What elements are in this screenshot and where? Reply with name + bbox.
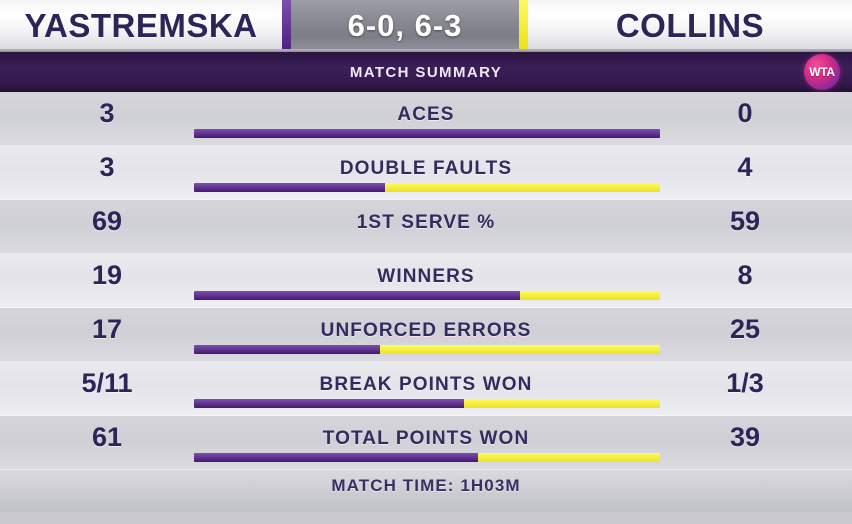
- stat-row: 69 1ST SERVE % 59: [0, 200, 852, 254]
- player-left-color-bar: [282, 0, 291, 52]
- stat-value-left: 19: [91, 260, 123, 290]
- stat-bar-left-segment: [194, 183, 386, 192]
- stat-bar-left-segment: [194, 399, 465, 408]
- stat-row: 3 ACES 0: [0, 92, 852, 146]
- stat-value-left: 69: [91, 206, 123, 236]
- stat-bar-left-segment: [194, 291, 521, 300]
- player-left-name: YASTREMSKA: [24, 7, 258, 44]
- stat-value-left: 3: [99, 152, 115, 182]
- stat-label: ACES: [397, 104, 455, 125]
- stat-bar-right-segment: [478, 453, 660, 462]
- wta-logo-text: WTA: [809, 65, 835, 79]
- stat-bar-left-segment: [194, 453, 479, 462]
- stat-label: BREAK POINTS WON: [319, 374, 533, 395]
- stat-comparison-bar: [194, 291, 660, 300]
- stat-row: 3 DOUBLE FAULTS 4: [0, 146, 852, 200]
- match-summary-bar: MATCH SUMMARY WTA: [0, 52, 852, 92]
- stat-value-right: 1/3: [726, 368, 764, 398]
- player-right-color-bar: [519, 0, 528, 52]
- stat-bar-right-segment: [385, 183, 660, 192]
- stat-row: 61 TOTAL POINTS WON 39: [0, 416, 852, 470]
- stat-value-right: 0: [737, 98, 753, 128]
- stat-comparison-bar: [194, 183, 660, 192]
- score-box: 6-0, 6-3: [282, 0, 528, 52]
- stat-value-right: 59: [729, 206, 761, 236]
- stat-label: WINNERS: [377, 266, 475, 287]
- stat-value-right: 39: [729, 422, 761, 452]
- stat-value-right: 25: [729, 314, 761, 344]
- stat-value-left: 17: [91, 314, 123, 344]
- stat-comparison-bar: [194, 399, 660, 408]
- stat-label: DOUBLE FAULTS: [339, 158, 513, 179]
- match-time-text: MATCH TIME: 1H03M: [331, 476, 521, 495]
- match-summary-title: MATCH SUMMARY: [349, 63, 503, 81]
- stat-label: TOTAL POINTS WON: [322, 428, 530, 449]
- stat-bar-left-segment: [194, 129, 660, 138]
- stat-value-left: 3: [99, 98, 115, 128]
- stat-bar-right-segment: [520, 291, 660, 300]
- match-footer: MATCH TIME: 1H03M: [0, 470, 852, 512]
- stat-comparison-bar: [194, 453, 660, 462]
- score-text: 6-0, 6-3: [347, 8, 463, 43]
- stat-row: 19 WINNERS 8: [0, 254, 852, 308]
- stat-comparison-bar: [194, 129, 660, 138]
- stat-bar-right-segment: [464, 399, 660, 408]
- stat-comparison-bar: [194, 345, 660, 354]
- stats-list: 3 ACES 0 3 DOUBLE FAULTS 4 69 1ST SERVE % 59 19 WI…: [0, 92, 852, 470]
- stat-label: UNFORCED ERRORS: [320, 320, 532, 341]
- stat-value-right: 4: [737, 152, 753, 182]
- stat-value-right: 8: [737, 260, 753, 290]
- stat-label: 1ST SERVE %: [356, 212, 496, 233]
- stat-row: 17 UNFORCED ERRORS 25: [0, 308, 852, 362]
- stat-value-left: 5/11: [81, 368, 133, 398]
- stat-bar-right-segment: [380, 345, 660, 354]
- stat-row: 5/11 BREAK POINTS WON 1/3: [0, 362, 852, 416]
- stat-value-left: 61: [91, 422, 123, 452]
- player-right-name: COLLINS: [615, 7, 765, 44]
- stat-bar-left-segment: [194, 345, 381, 354]
- wta-logo-icon: WTA: [804, 54, 840, 90]
- scoreboard-header: YASTREMSKA 6-0, 6-3 COLLINS: [0, 0, 852, 52]
